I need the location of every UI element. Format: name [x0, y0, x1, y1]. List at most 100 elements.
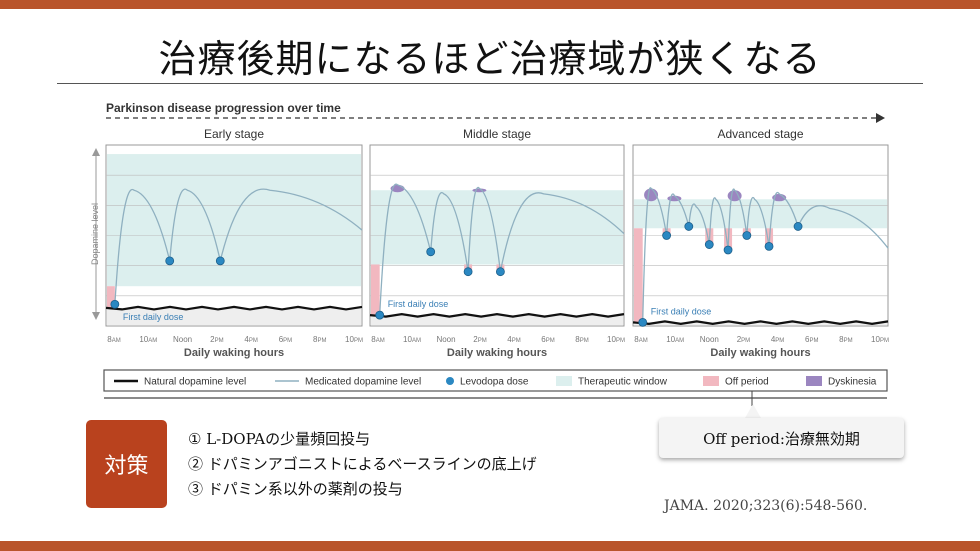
measure-item: ③ ドパミン系以外の薬剤の投与	[188, 480, 403, 498]
legend-label: Off period	[725, 377, 769, 388]
therapeutic-window-band	[634, 199, 887, 229]
baseline-region	[634, 322, 887, 325]
levodopa-dose-dot	[495, 267, 505, 277]
x-tick-label: 8PM	[575, 335, 588, 344]
levodopa-dose-dot	[793, 222, 803, 231]
bottom-accent-bar	[0, 541, 980, 551]
levodopa-dose-dot	[638, 317, 648, 327]
natural-dopamine-line	[105, 305, 363, 311]
measure-item: ② ドパミンアゴニストによるベースラインの底上げ	[188, 455, 537, 473]
legend-frame	[103, 369, 888, 392]
slide-title: 治療後期になるほど治療域が狭くなる	[158, 37, 822, 81]
baseline-region	[371, 315, 623, 325]
x-tick-suffix: PM	[844, 338, 853, 344]
y-axis-label: Dopamine level	[90, 203, 100, 265]
medicated-dopamine-curve	[114, 188, 363, 305]
levodopa-dose-dot	[662, 231, 672, 240]
x-tick-label: 8PM	[839, 335, 852, 344]
x-tick-suffix: AM	[376, 338, 385, 344]
x-tick-label: Noon	[173, 335, 192, 344]
first-dose-label: First daily dose	[651, 306, 712, 316]
measure-item: ① L-DOPAの少量頻回投与	[188, 430, 371, 448]
x-tick-suffix: PM	[741, 338, 750, 344]
progression-label: Parkinson disease progression over time	[106, 101, 341, 115]
levodopa-dose-dot	[723, 245, 733, 255]
levodopa-dose-dot	[742, 231, 752, 240]
x-tick-suffix: PM	[616, 338, 625, 344]
x-tick-suffix: PM	[512, 338, 521, 344]
x-tick-label: 2PM	[473, 335, 486, 344]
x-tick-label: 4PM	[507, 335, 520, 344]
x-tick-label: 6PM	[805, 335, 818, 344]
purple-box-icon	[806, 376, 822, 386]
x-tick-label: 10AM	[403, 335, 421, 344]
x-axis-label: Daily waking hours	[447, 347, 547, 359]
x-tick-label: 4PM	[244, 335, 257, 344]
x-tick-label: 6PM	[541, 335, 554, 344]
stage-title: Early stage	[204, 127, 264, 141]
off-period-region	[107, 286, 115, 308]
x-tick-label: 8AM	[371, 335, 384, 344]
levodopa-dose-dot	[426, 247, 436, 257]
pink-box-icon	[703, 376, 719, 386]
x-tick-suffix: AM	[639, 338, 648, 344]
legend-label: Medicated dopamine level	[305, 377, 421, 388]
off-period-region	[371, 264, 380, 316]
x-tick-label: Noon	[700, 335, 719, 344]
blue-dot-icon	[446, 377, 454, 385]
x-tick-label: 10PM	[607, 335, 625, 344]
x-tick-suffix: PM	[478, 338, 487, 344]
levodopa-dose-dot	[704, 240, 714, 249]
x-tick-label: 8PM	[313, 335, 326, 344]
x-tick-suffix: PM	[809, 338, 818, 344]
x-tick-label: 10PM	[345, 335, 363, 344]
levodopa-dose-dot	[165, 256, 175, 266]
stage-title: Advanced stage	[717, 127, 803, 141]
x-tick-label: 10AM	[666, 335, 684, 344]
first-dose-label: First daily dose	[388, 299, 449, 309]
stage-panel-3	[632, 144, 889, 327]
x-tick-suffix: PM	[283, 338, 292, 344]
off-period-callout: Off period:治療無効期	[659, 418, 904, 458]
citation: JAMA. 2020;323(6):548-560.	[664, 498, 868, 514]
stage-panel-1	[105, 144, 363, 327]
x-tick-label: Noon	[436, 335, 455, 344]
levodopa-dose-dot	[375, 310, 385, 320]
x-tick-suffix: AM	[675, 338, 684, 344]
legend-label: Natural dopamine level	[144, 377, 246, 388]
x-tick-suffix: PM	[215, 338, 224, 344]
legend-label: Levodopa dose	[460, 377, 529, 388]
x-tick-suffix: AM	[412, 338, 421, 344]
natural-dopamine-line	[632, 320, 889, 325]
x-tick-suffix: PM	[580, 338, 589, 344]
levodopa-dose-dot	[463, 267, 473, 277]
x-tick-label: 4PM	[771, 335, 784, 344]
levodopa-dose-dot	[110, 299, 120, 309]
x-tick-label: 10PM	[871, 335, 889, 344]
x-tick-label: 2PM	[737, 335, 750, 344]
x-tick-suffix: PM	[249, 338, 258, 344]
off-period-region	[634, 228, 643, 323]
top-accent-bar	[0, 0, 980, 9]
legend-label: Therapeutic window	[578, 377, 668, 388]
teal-box-icon	[556, 376, 572, 386]
x-tick-suffix: PM	[775, 338, 784, 344]
legend-label: Dyskinesia	[828, 377, 877, 388]
x-tick-suffix: PM	[880, 338, 889, 344]
measures-heading: 対策	[86, 420, 167, 508]
progression-arrow-head	[876, 113, 885, 123]
measures-list: ① L-DOPAの少量頻回投与 ② ドパミンアゴニストによるベースラインの底上げ…	[188, 428, 537, 503]
title-divider	[57, 83, 923, 84]
x-axis-label: Daily waking hours	[710, 347, 810, 359]
x-tick-label: 10AM	[139, 335, 157, 344]
levodopa-dose-dot	[764, 241, 774, 251]
callout-pointer	[745, 404, 761, 418]
levodopa-dose-dot	[684, 222, 694, 231]
x-tick-label: 8AM	[634, 335, 647, 344]
stage-panel-2	[369, 144, 625, 327]
first-dose-label: First daily dose	[123, 312, 184, 322]
levodopa-dose-dot	[215, 256, 225, 266]
stage-title: Middle stage	[463, 127, 531, 141]
baseline-region	[107, 307, 361, 325]
